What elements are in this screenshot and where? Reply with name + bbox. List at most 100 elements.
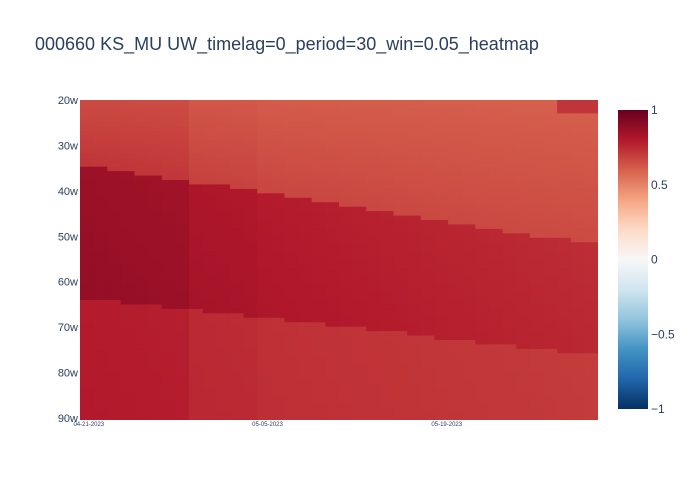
heatmap-cell (475, 348, 490, 354)
heatmap-cell (175, 362, 190, 368)
heatmap-cell (120, 242, 136, 248)
heatmap-cell (529, 233, 545, 239)
heatmap-cell (393, 388, 408, 394)
heatmap-cell (148, 411, 163, 417)
heatmap-cell (189, 384, 204, 390)
heatmap-cell (298, 166, 313, 172)
heatmap-cell (325, 131, 340, 137)
heatmap-cell (298, 113, 313, 119)
heatmap-cell (202, 171, 217, 177)
heatmap-cell (461, 357, 476, 363)
heatmap-cell (570, 228, 585, 234)
heatmap-cell (584, 162, 598, 168)
heatmap-cell (543, 197, 558, 203)
heatmap-cell (543, 171, 558, 177)
heatmap-cell (420, 411, 436, 417)
heatmap-cell (339, 255, 354, 261)
heatmap-cell (175, 220, 190, 226)
heatmap-cell (175, 117, 190, 123)
heatmap-cell (584, 215, 598, 221)
heatmap-cell (202, 202, 217, 208)
heatmap-cell (80, 380, 95, 386)
heatmap-cell (148, 375, 163, 381)
heatmap-cell (557, 322, 572, 328)
heatmap-cell (161, 122, 177, 128)
heatmap-cell (229, 197, 245, 203)
heatmap-cell (379, 388, 395, 394)
heatmap-cell (543, 157, 558, 163)
heatmap-cell (488, 268, 504, 274)
heatmap-cell (461, 322, 476, 328)
heatmap-cell (379, 175, 395, 181)
heatmap-cell (175, 206, 190, 212)
heatmap-cell (270, 388, 286, 394)
heatmap-cell (298, 344, 313, 350)
heatmap-cell (407, 126, 422, 132)
heatmap-cell (393, 411, 408, 417)
heatmap-cell (148, 175, 163, 181)
heatmap-cell (243, 224, 258, 230)
heatmap-cell (516, 295, 531, 301)
heatmap-cell (393, 188, 408, 194)
heatmap-cell (229, 122, 245, 128)
heatmap-cell (270, 268, 286, 274)
heatmap-cell (107, 340, 122, 346)
heatmap-cell (311, 224, 326, 230)
heatmap-cell (229, 393, 245, 399)
heatmap-cell (352, 251, 367, 257)
heatmap-cell (243, 215, 258, 221)
heatmap-cell (366, 317, 381, 323)
heatmap-cell (229, 193, 245, 199)
heatmap-cell (393, 113, 408, 119)
heatmap-cell (189, 122, 204, 128)
heatmap-cell (475, 331, 490, 337)
heatmap-cell (229, 277, 245, 283)
y-tick-label: 30w (58, 140, 78, 152)
heatmap-cell (407, 273, 422, 279)
heatmap-cell (543, 246, 558, 252)
heatmap-cell (352, 233, 367, 239)
heatmap-cell (298, 273, 313, 279)
heatmap-cell (516, 157, 531, 163)
heatmap-cell (584, 268, 598, 274)
heatmap-cell (366, 100, 381, 106)
heatmap-cell (80, 291, 95, 297)
heatmap-cell (407, 371, 422, 377)
heatmap-cell (448, 415, 463, 420)
heatmap-cell (284, 100, 299, 106)
heatmap-cell (543, 126, 558, 132)
heatmap-cell (80, 251, 95, 257)
heatmap-cell (134, 308, 149, 314)
colorbar: 10.50−0.5−1 (618, 103, 675, 416)
heatmap-cell (216, 113, 231, 119)
heatmap-cell (161, 393, 177, 399)
heatmap-cell (80, 117, 95, 123)
heatmap-cell (80, 353, 95, 359)
heatmap-cell (80, 335, 95, 341)
heatmap-cell (407, 131, 422, 137)
heatmap-cell (120, 282, 136, 288)
heatmap-cell (161, 388, 177, 394)
heatmap-cell (570, 308, 585, 314)
heatmap-cell (379, 326, 395, 332)
heatmap-cell (134, 193, 149, 199)
heatmap-cell (148, 362, 163, 368)
heatmap-cell (134, 371, 149, 377)
heatmap-cell (311, 291, 326, 297)
heatmap-cell (420, 224, 436, 230)
heatmap-cell (189, 144, 204, 150)
heatmap-cell (93, 388, 108, 394)
heatmap-cell (557, 384, 572, 390)
heatmap-cell (502, 166, 517, 172)
heatmap-cell (516, 237, 531, 243)
heatmap-cell (93, 357, 108, 363)
heatmap-cell (270, 322, 286, 328)
heatmap-cell (529, 211, 545, 217)
heatmap-cell (420, 122, 436, 128)
heatmap-cell (284, 411, 299, 417)
heatmap-cell (570, 126, 585, 132)
heatmap-cell (339, 375, 354, 381)
heatmap-cell (502, 371, 517, 377)
heatmap-cell (257, 335, 272, 341)
heatmap-cell (202, 415, 217, 420)
